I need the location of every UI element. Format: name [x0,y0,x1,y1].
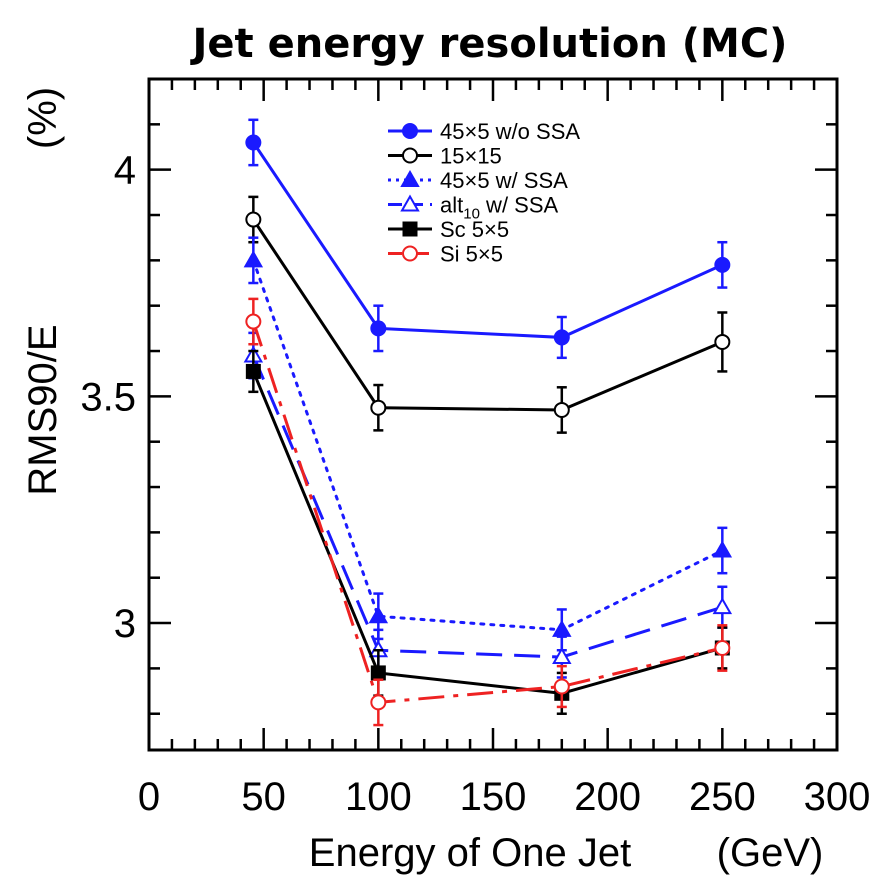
series-layer [243,118,733,727]
series-4 [245,349,730,715]
series-line [251,370,723,695]
y-tick-label: 4 [114,149,136,193]
data-point [552,619,572,637]
legend-entry: 15×15 [388,144,502,169]
legend-label: alt10 w/ SSA [440,193,559,223]
series-line [251,258,724,632]
legend-label: Sc 5×5 [440,217,509,242]
data-point [553,678,570,695]
legend-entry: 45×5 w/ SSA [388,168,568,193]
legend-entry: 45×5 w/o SSA [388,119,580,144]
legend-entry: Si 5×5 [388,242,503,267]
data-point [245,313,262,330]
x-tick-label: 300 [804,775,871,819]
legend-marker [400,194,420,212]
data-point [712,597,733,615]
data-point [370,694,387,711]
series-5 [245,297,731,727]
x-tick-label: 250 [689,775,756,819]
data-point [245,363,261,379]
axis-ticks [147,77,839,750]
data-point [370,665,386,681]
data-point [552,647,572,665]
x-tick-label: 150 [460,775,527,819]
y-axis-unit: (%) [21,87,65,149]
series-line [251,321,723,704]
y-axis-label: RMS90/E [21,324,65,495]
legend-marker [402,147,418,164]
data-point [368,606,389,624]
data-point [714,256,731,273]
legend-entry: alt10 w/ SSA [388,193,559,223]
x-tick-labels: 0 50 100 150 200 250 300 [138,775,871,819]
y-tick-labels: 33.54 [80,149,136,646]
series-line [251,354,723,659]
series-line [252,218,723,412]
legend-marker [400,169,420,187]
series-line [252,141,723,339]
legend-marker [402,123,418,139]
legend-label: 45×5 w/o SSA [440,119,580,144]
data-point [553,401,570,418]
chart-title: Jet energy resolution (MC) [190,21,788,67]
data-point [245,211,262,228]
legend-label: 15×15 [440,144,502,169]
legend-label: Si 5×5 [440,242,503,267]
series-1 [245,195,731,434]
data-point [243,250,264,268]
y-tick-label: 3.5 [80,375,136,419]
legend-label: 45×5 w/ SSA [440,168,568,193]
legend-marker [402,245,418,262]
legend-entry: Sc 5×5 [388,217,509,242]
data-point [370,320,387,337]
series-3 [243,331,733,679]
data-point [712,540,733,558]
x-tick-label: 50 [241,775,286,819]
data-point [245,134,262,151]
data-point [714,639,731,656]
x-axis-unit: (GeV) [717,831,824,875]
series-0 [245,118,731,360]
x-tick-label: 200 [574,775,641,819]
y-tick-label: 3 [114,602,136,646]
data-point [553,329,570,346]
data-point [370,399,387,416]
data-point [714,333,731,350]
series-2 [243,236,733,652]
x-tick-label: 100 [345,775,412,819]
x-axis-label: Energy of One Jet [309,831,631,875]
x-tick-label: 0 [138,775,160,819]
legend-marker [402,221,418,237]
